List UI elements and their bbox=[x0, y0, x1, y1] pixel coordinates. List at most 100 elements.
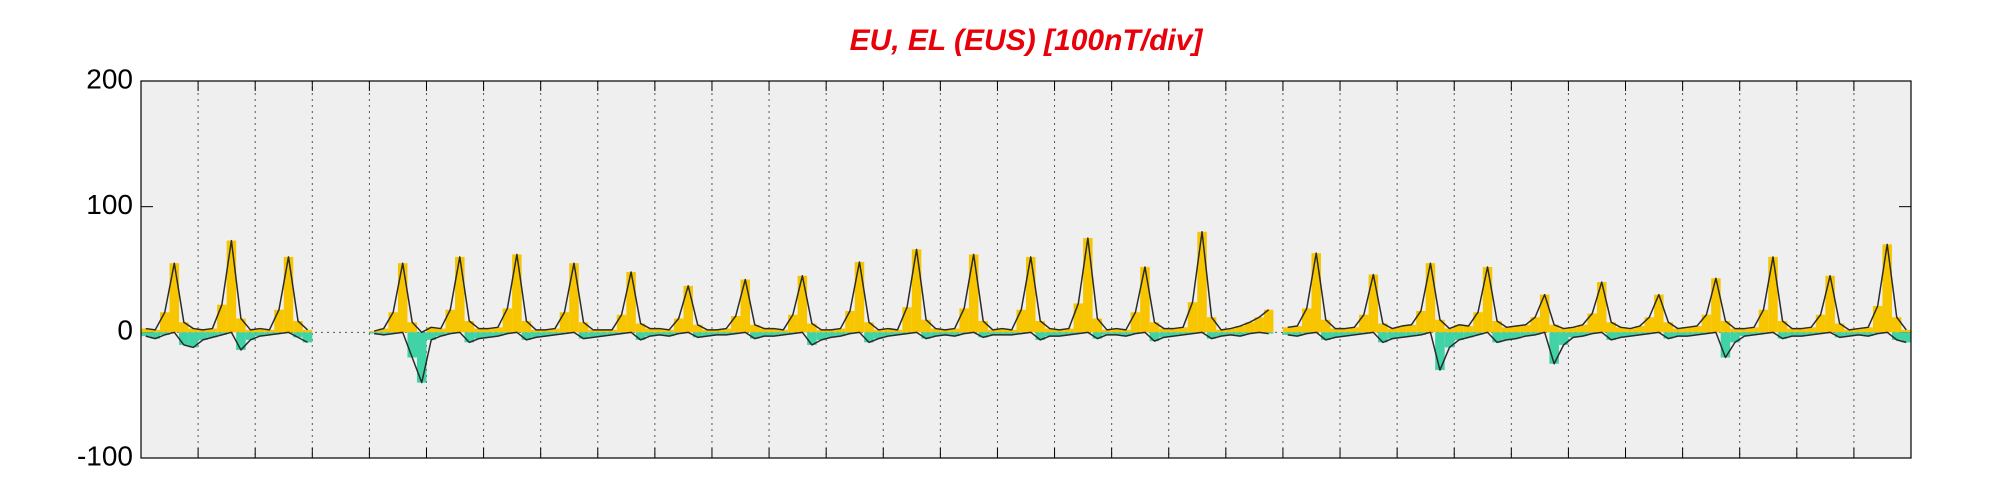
area-bar bbox=[1406, 324, 1417, 333]
area-bar bbox=[245, 332, 256, 340]
area-bar bbox=[1901, 329, 1911, 333]
area-bar bbox=[302, 329, 313, 333]
area-bar bbox=[1282, 327, 1293, 333]
area-bar bbox=[1872, 305, 1883, 333]
area-bar bbox=[1397, 332, 1407, 338]
area-bar bbox=[759, 328, 770, 333]
area-bar bbox=[797, 275, 808, 333]
area-bar bbox=[1844, 332, 1854, 337]
area-bar bbox=[1206, 332, 1217, 339]
area-bar bbox=[1692, 332, 1702, 335]
area-bar bbox=[207, 332, 218, 338]
area-bar bbox=[1168, 332, 1179, 337]
area-bar bbox=[1482, 266, 1493, 333]
area-bar bbox=[1149, 332, 1160, 342]
area-bar bbox=[1749, 327, 1759, 333]
area-bar bbox=[416, 332, 427, 383]
area-bar bbox=[1768, 256, 1778, 333]
area-bar bbox=[892, 332, 903, 335]
area-bar bbox=[1321, 319, 1331, 333]
area-bar bbox=[1863, 327, 1873, 333]
area-bar bbox=[1549, 324, 1559, 333]
area-bar bbox=[1682, 327, 1693, 333]
area-bar bbox=[578, 332, 589, 339]
area-bar bbox=[769, 332, 779, 337]
area-bar bbox=[1435, 319, 1445, 333]
area-bar bbox=[1330, 328, 1341, 333]
area-bar bbox=[1254, 317, 1264, 333]
area-bar bbox=[721, 328, 731, 333]
area-bar bbox=[968, 254, 979, 333]
area-bar bbox=[1463, 332, 1474, 338]
area-bar bbox=[179, 322, 189, 333]
area-bar bbox=[1235, 326, 1245, 333]
area-bar bbox=[1711, 278, 1721, 333]
area-bar bbox=[1673, 332, 1683, 337]
area-bar bbox=[607, 332, 617, 335]
area-bar bbox=[597, 329, 608, 333]
area-bar bbox=[1463, 326, 1474, 333]
area-bar bbox=[1206, 317, 1217, 333]
area-bar bbox=[654, 332, 665, 335]
area-bar bbox=[1359, 314, 1369, 333]
area-bar bbox=[493, 332, 503, 337]
area-bar bbox=[987, 332, 998, 335]
area-bar bbox=[1064, 332, 1074, 335]
area-bar bbox=[769, 328, 779, 333]
area-bar bbox=[502, 308, 513, 333]
area-bar bbox=[1178, 332, 1188, 335]
area-bar bbox=[711, 332, 722, 335]
area-bar bbox=[902, 307, 912, 333]
area-bar bbox=[1140, 266, 1150, 333]
area-bar bbox=[1635, 332, 1645, 335]
area-bar bbox=[1796, 332, 1807, 337]
area-bar bbox=[930, 328, 941, 333]
area-bar bbox=[1168, 328, 1179, 333]
area-bar bbox=[141, 332, 151, 337]
area-bar bbox=[1225, 328, 1236, 333]
area-bar bbox=[1749, 332, 1759, 335]
area-bar bbox=[740, 279, 751, 333]
area-bar bbox=[664, 332, 674, 337]
area-bar bbox=[1130, 312, 1141, 333]
area-bar bbox=[1282, 332, 1293, 335]
area-bar bbox=[635, 332, 646, 340]
area-bar bbox=[1454, 332, 1464, 340]
area-bar bbox=[750, 324, 760, 333]
area-bar bbox=[626, 272, 636, 333]
area-bar bbox=[1777, 332, 1788, 339]
area-bar bbox=[1853, 332, 1864, 335]
area-bar bbox=[1159, 328, 1169, 333]
area-bar bbox=[864, 332, 874, 343]
area-bar bbox=[236, 332, 246, 350]
area-bar bbox=[892, 329, 903, 333]
area-bar bbox=[1311, 253, 1321, 333]
area-bar bbox=[1349, 327, 1360, 333]
area-bar bbox=[1159, 332, 1169, 338]
area-bar bbox=[1587, 313, 1597, 333]
area-bar bbox=[1577, 332, 1588, 337]
area-bar bbox=[521, 321, 532, 333]
area-bar bbox=[198, 332, 208, 340]
area-bar bbox=[512, 254, 522, 333]
area-bar bbox=[1026, 256, 1036, 333]
area-bar bbox=[464, 321, 475, 333]
area-bar bbox=[778, 329, 789, 333]
area-bar bbox=[1644, 317, 1655, 333]
area-bar bbox=[1825, 275, 1835, 333]
area-bar bbox=[1891, 332, 1902, 340]
area-bar bbox=[1654, 294, 1664, 333]
area-bar bbox=[264, 332, 275, 335]
area-bar bbox=[854, 261, 865, 333]
area-bar bbox=[407, 332, 417, 358]
area-bar bbox=[673, 318, 684, 333]
area-bar bbox=[1006, 332, 1017, 335]
area-bar bbox=[436, 332, 446, 337]
area-bar bbox=[559, 312, 570, 333]
area-bar bbox=[1178, 327, 1188, 333]
area-bar bbox=[1511, 326, 1521, 333]
area-bar bbox=[1416, 332, 1426, 335]
area-bar bbox=[1045, 332, 1055, 337]
area-bar bbox=[949, 332, 960, 337]
area-bar bbox=[635, 323, 646, 333]
